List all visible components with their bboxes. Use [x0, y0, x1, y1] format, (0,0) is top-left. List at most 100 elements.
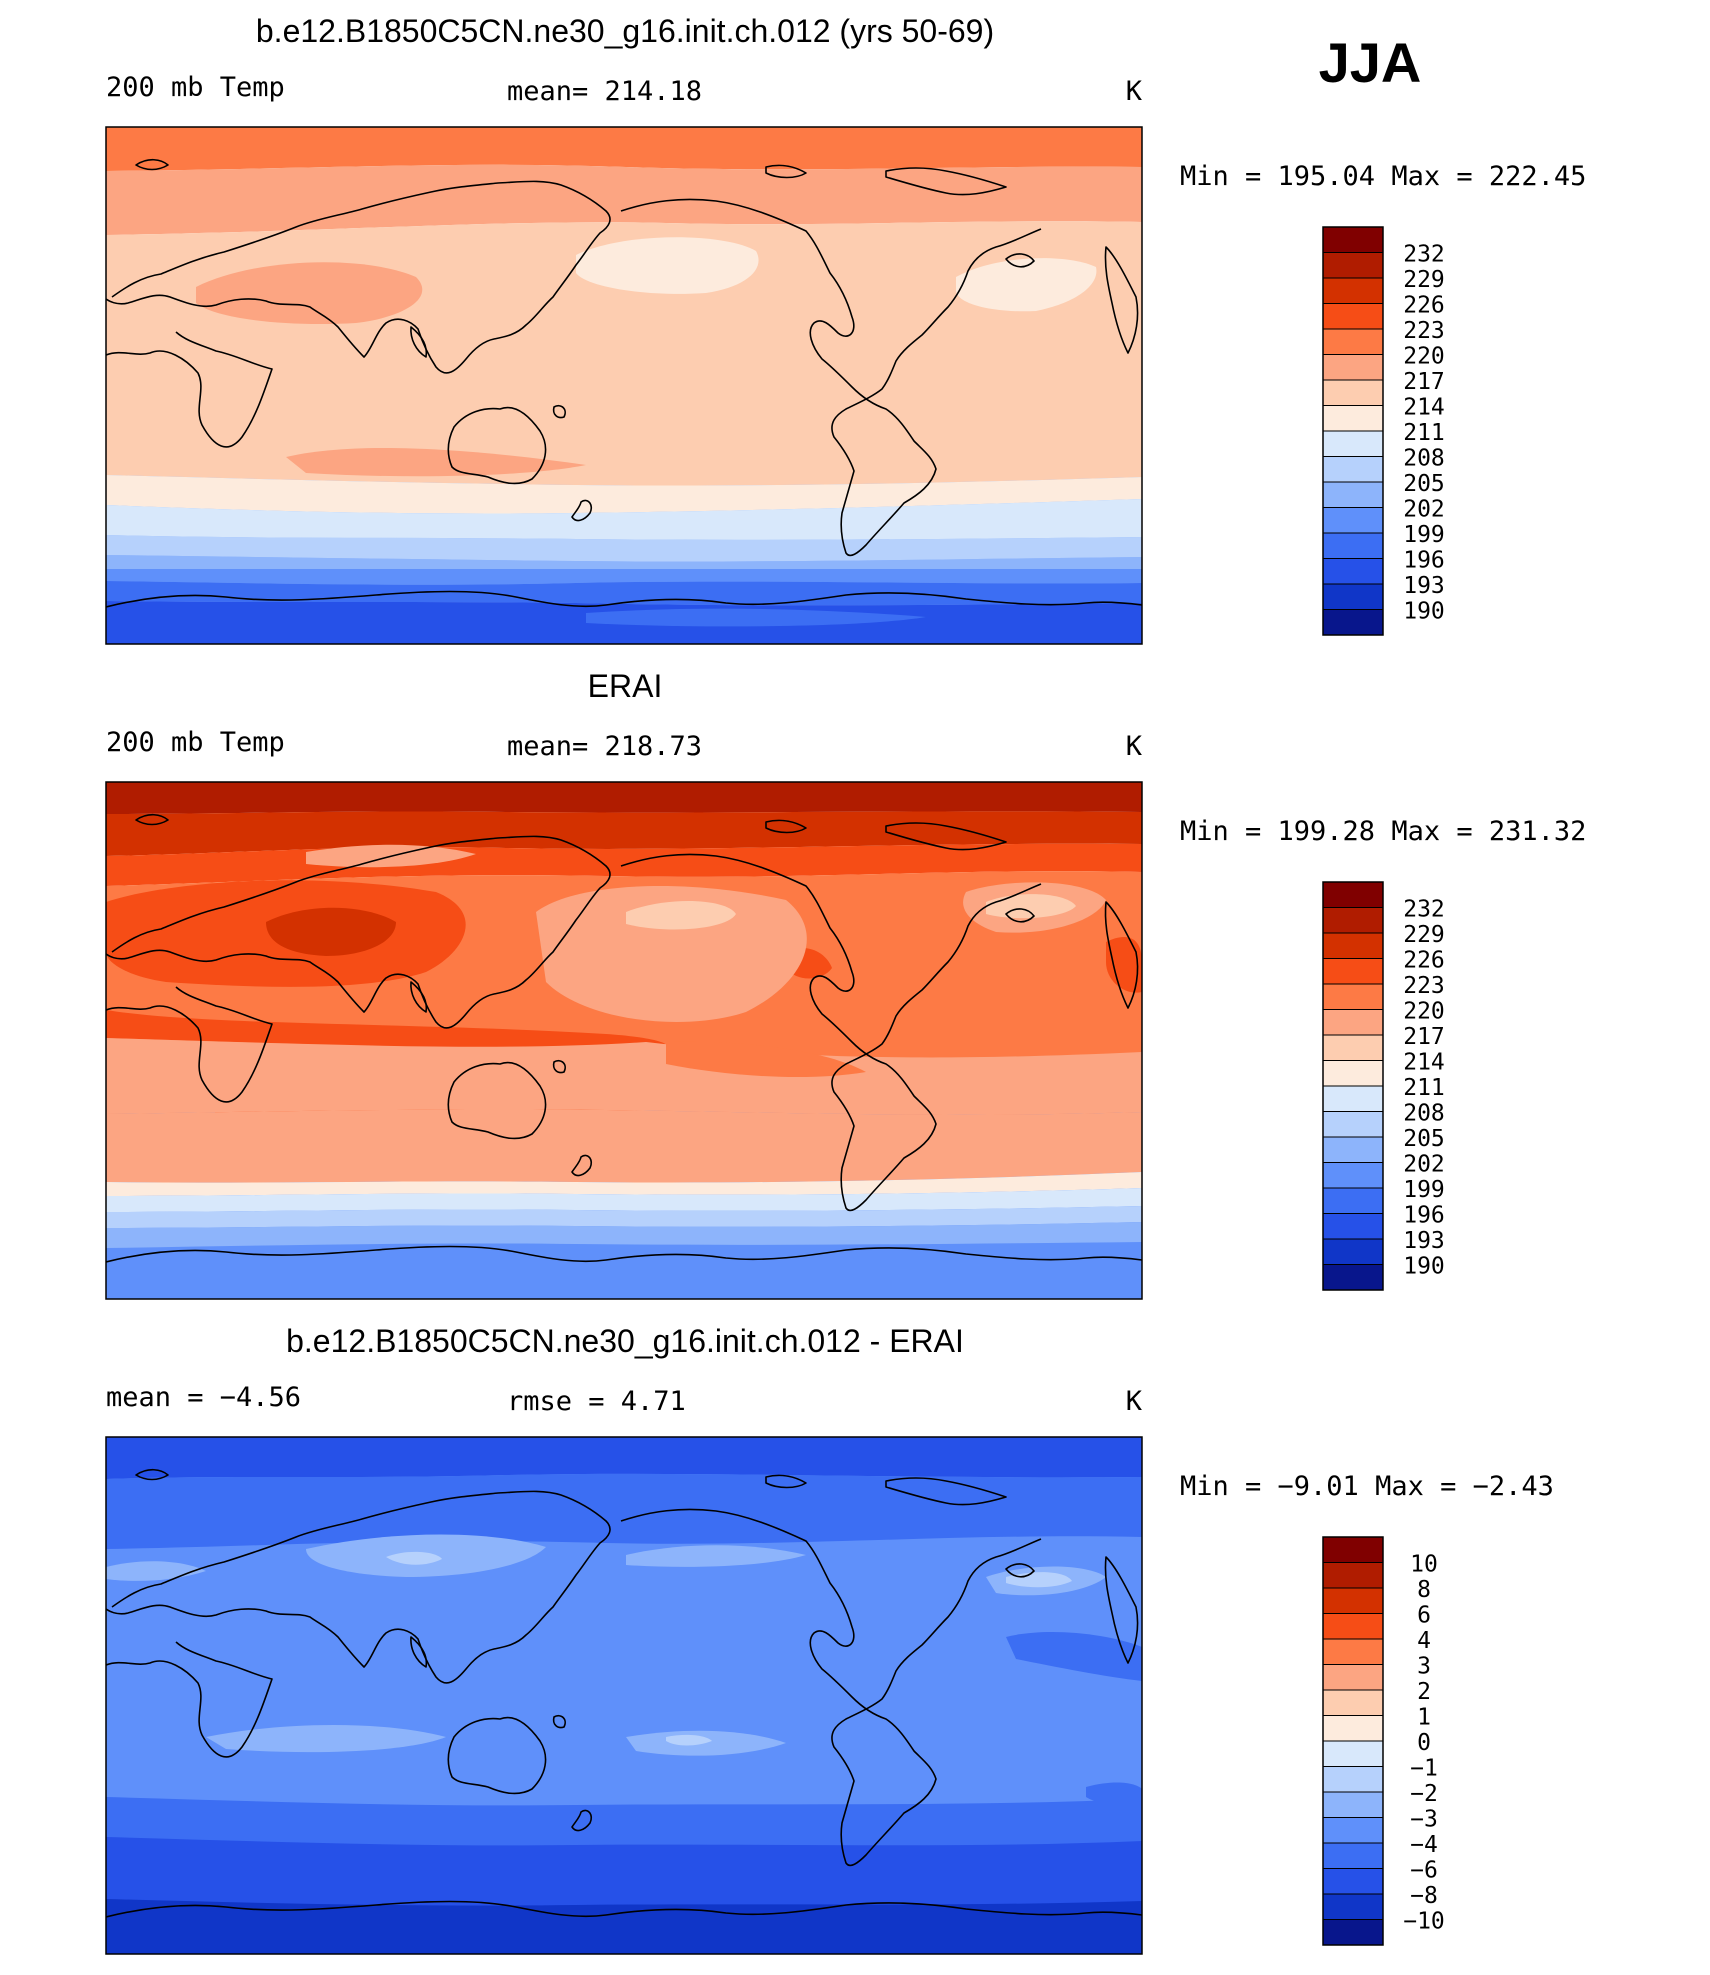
colorbar-tick-label: 196: [1403, 548, 1445, 574]
panel-minmax-label: Min = 195.04 Max = 222.45: [1180, 161, 1586, 192]
colorbar-box: [1322, 507, 1384, 534]
contour-band: [666, 1041, 866, 1078]
colorbar-tick-label: 229: [1403, 922, 1445, 948]
colorbar-box: [1322, 1562, 1384, 1589]
colorbar-tick-label: 220: [1403, 999, 1445, 1025]
colorbar-tick-label: −2: [1410, 1781, 1438, 1807]
contour-band: [1006, 1572, 1072, 1588]
colorbar-tick-label: 214: [1403, 395, 1445, 421]
colorbar-box: [1322, 354, 1384, 381]
colorbar-tick-label: 193: [1403, 573, 1445, 599]
panel-title: ERAI: [588, 668, 663, 704]
panel-units-label: K: [1126, 1386, 1143, 1417]
contour-band: [626, 1545, 806, 1567]
contour-band: [106, 782, 1142, 814]
contour-band: [626, 900, 736, 930]
colorbar-box: [1322, 1715, 1384, 1742]
colorbar-tick-label: 6: [1417, 1603, 1431, 1629]
contour-band: [106, 535, 1142, 562]
map-frame: [105, 126, 1143, 645]
colorbar-box: [1322, 1009, 1384, 1036]
colorbar-tick-label: 0: [1417, 1730, 1431, 1756]
colorbar-box: [1322, 558, 1384, 585]
colorbar-box: [1322, 252, 1384, 279]
colorbar-tick-label: −6: [1410, 1858, 1438, 1884]
colorbar-box: [1322, 1868, 1384, 1895]
colorbar-box: [1322, 1919, 1384, 1946]
colorbar-box: [1322, 1766, 1384, 1793]
panel-left-label: mean = −4.56: [106, 1382, 301, 1413]
map-diff: [105, 1436, 1143, 1955]
colorbar-box: [1322, 1842, 1384, 1869]
colorbar-box: [1322, 1085, 1384, 1112]
contour-band: [106, 475, 1142, 514]
contour-band: [106, 127, 1142, 171]
colorbar-tick-label: 4: [1417, 1628, 1431, 1654]
colorbar-frame: [1322, 226, 1384, 636]
colorbar: 2322292262232202172142112082052021991961…: [1322, 226, 1445, 636]
contour-band: [106, 164, 1142, 235]
colorbar-box: [1322, 1264, 1384, 1291]
colorbar-tick-label: 2: [1417, 1679, 1431, 1705]
colorbar-box: [1322, 1893, 1384, 1920]
colorbar-tick-label: −4: [1410, 1832, 1438, 1858]
map-obs: [105, 781, 1143, 1300]
panel-units-label: K: [1126, 731, 1143, 762]
contour-band: [266, 907, 396, 956]
contour-band: [626, 1730, 786, 1756]
contour-band: [106, 581, 1142, 606]
colorbar-box: [1322, 983, 1384, 1010]
colorbar-box: [1322, 456, 1384, 483]
colorbar-box: [1322, 1238, 1384, 1265]
colorbar-tick-label: 232: [1403, 897, 1445, 923]
colorbar-box: [1322, 907, 1384, 934]
colorbar-box: [1322, 277, 1384, 304]
colorbar-box: [1322, 1162, 1384, 1189]
colorbar-tick-label: 223: [1403, 318, 1445, 344]
colorbar-box: [1322, 1213, 1384, 1240]
colorbar-box: [1322, 1689, 1384, 1716]
map-model: [105, 126, 1143, 645]
contour-band: [106, 1109, 1142, 1183]
colorbar-tick-label: −3: [1410, 1807, 1438, 1833]
colorbar-tick-label: 232: [1403, 242, 1445, 268]
colorbar-box: [1322, 1034, 1384, 1061]
colorbar-tick-label: 208: [1403, 1101, 1445, 1127]
colorbar-tick-label: 208: [1403, 446, 1445, 472]
colorbar-tick-label: 190: [1403, 599, 1445, 625]
contour-band: [106, 1172, 1142, 1196]
colorbar-box: [1322, 1536, 1384, 1563]
colorbar-tick-label: 199: [1403, 522, 1445, 548]
contour-band: [106, 811, 1142, 856]
contour-band: [536, 886, 807, 1022]
contour-band: [196, 262, 423, 325]
contour-band: [206, 1725, 446, 1753]
colorbar-box: [1322, 1060, 1384, 1087]
colorbar-box: [1322, 609, 1384, 636]
contour-band: [106, 1010, 667, 1052]
colorbar-tick-label: 202: [1403, 497, 1445, 523]
colorbar-tick-label: −8: [1410, 1883, 1438, 1909]
contour-band: [666, 1734, 712, 1746]
panel-left-label: 200 mb Temp: [106, 727, 285, 758]
colorbar-tick-label: 226: [1403, 948, 1445, 974]
colorbar-box: [1322, 481, 1384, 508]
colorbar-tick-label: 196: [1403, 1203, 1445, 1229]
colorbar-tick-label: 205: [1403, 471, 1445, 497]
panel-2: ERAI 200 mb Temp mean= 218.73 K Min = 199.28…: [105, 668, 1586, 1300]
panel-left-label: 200 mb Temp: [106, 72, 285, 103]
colorbar-tick-label: 199: [1403, 1177, 1445, 1203]
colorbar-frame: [1322, 881, 1384, 1291]
panel-units-label: K: [1126, 76, 1143, 107]
colorbar-box: [1322, 881, 1384, 908]
colorbar: 2322292262232202172142112082052021991961…: [1322, 881, 1445, 1291]
contour-band: [106, 1188, 1142, 1212]
contour-band: [106, 499, 1142, 540]
panel-mean-label: mean= 214.18: [507, 76, 702, 107]
colorbar-tick-label: 217: [1403, 1024, 1445, 1050]
colorbar-tick-label: 205: [1403, 1126, 1445, 1152]
panel-3: b.e12.B1850C5CN.ne30_g16.init.ch.012 - E…: [105, 1323, 1554, 1955]
panel-minmax-label: Min = 199.28 Max = 231.32: [1180, 816, 1586, 847]
